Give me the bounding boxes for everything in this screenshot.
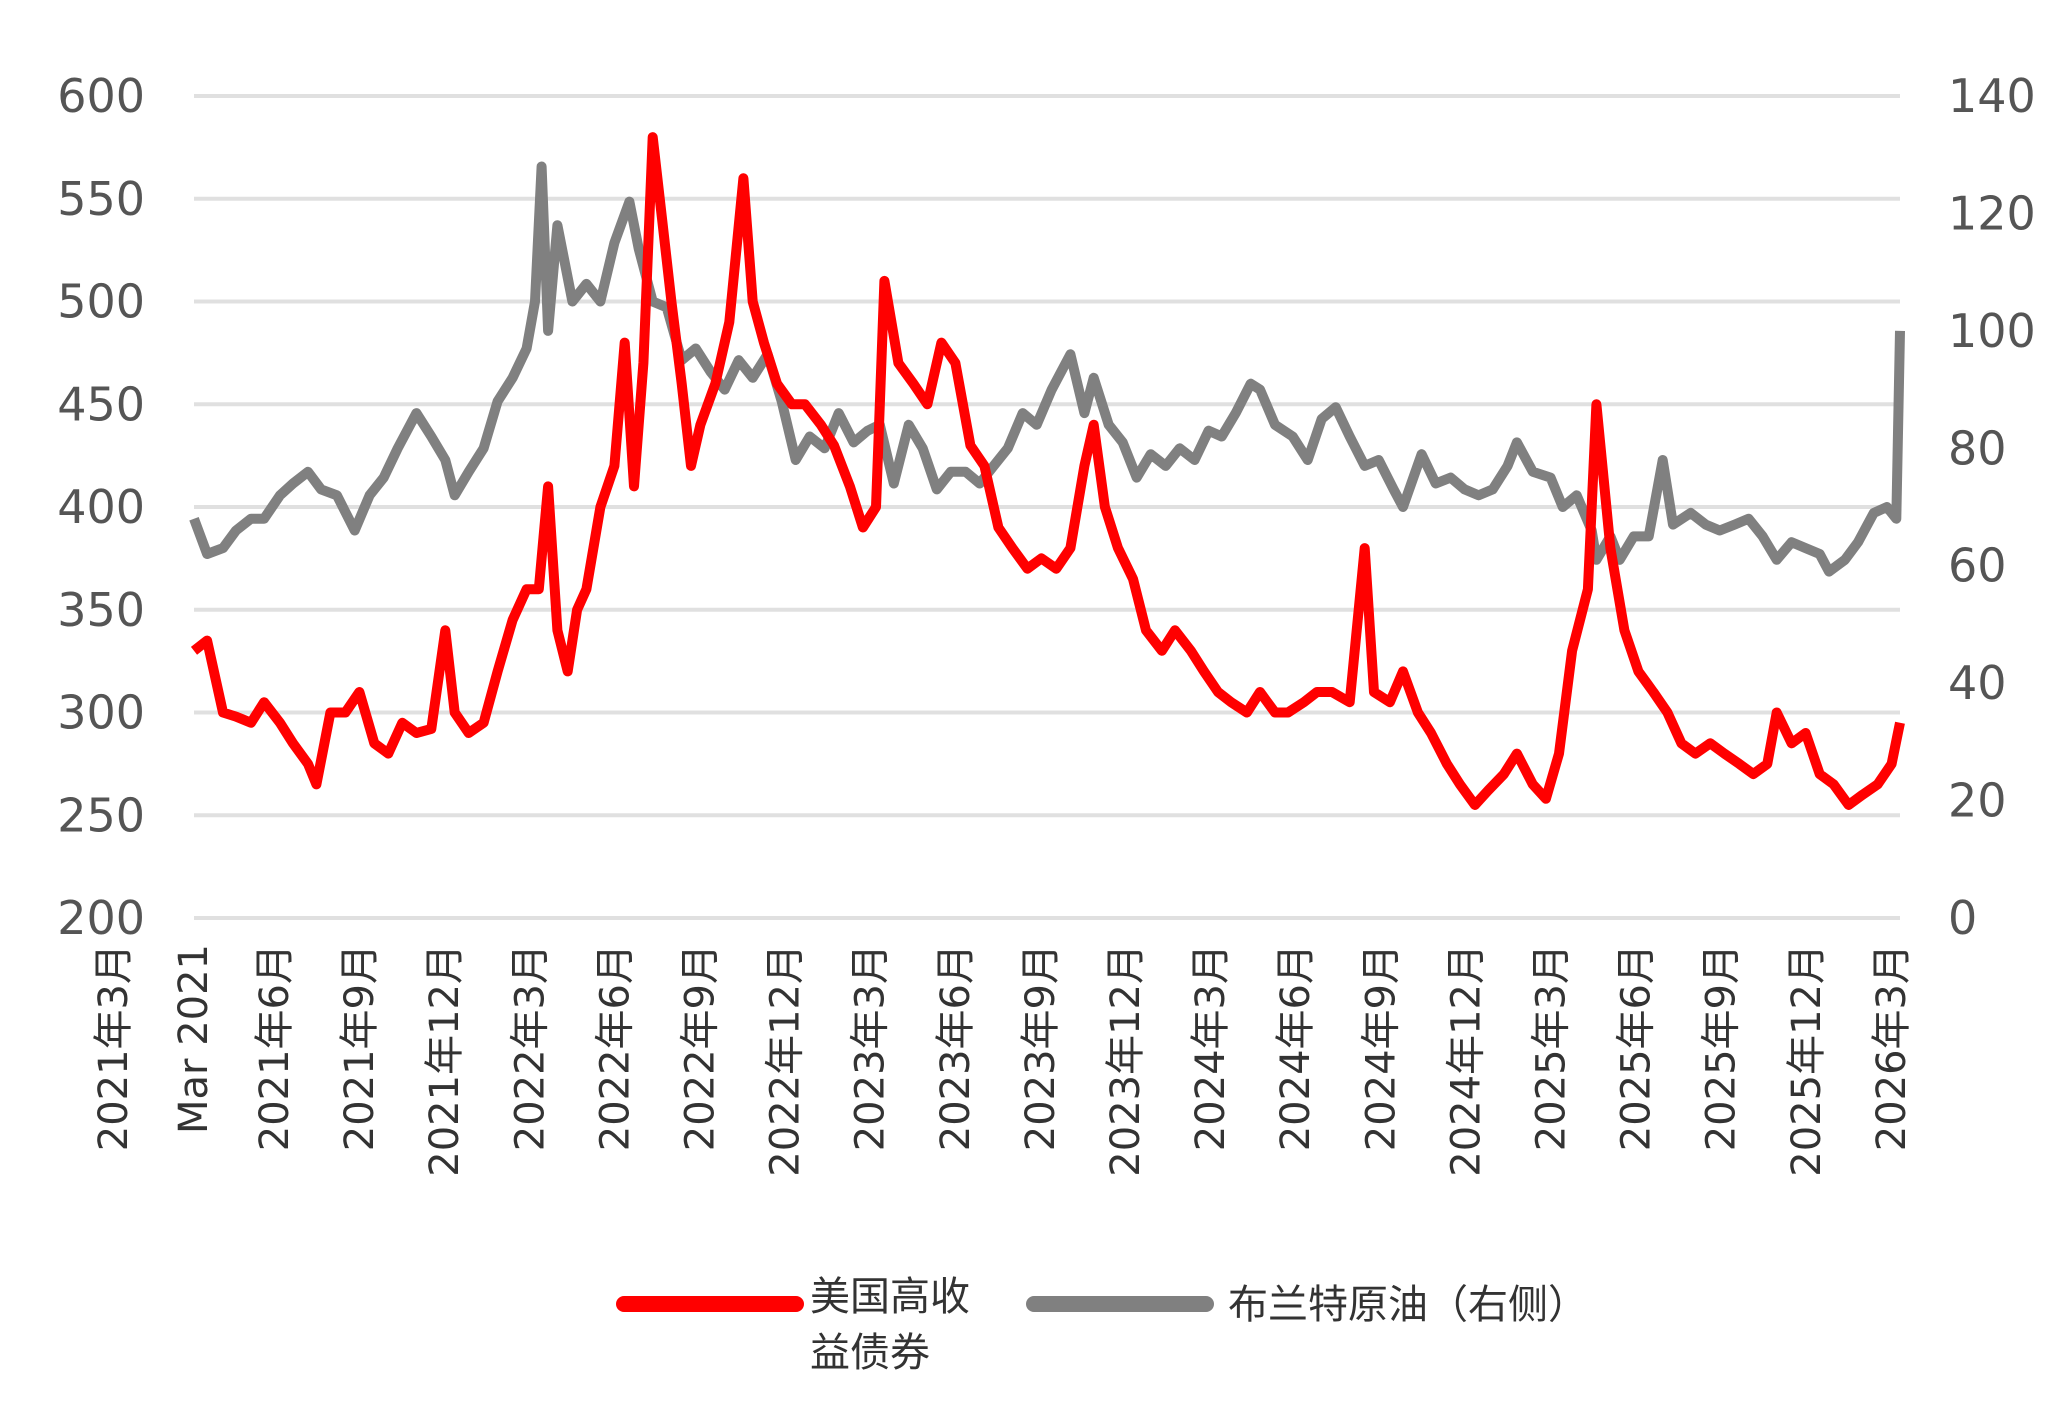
x-tick-label: 2022年12月 xyxy=(763,944,809,1177)
x-tick-label: 2021年6月 xyxy=(252,944,298,1151)
left-y-axis: 200 250 300 350 400 450 500 550 600 xyxy=(57,69,145,945)
legend-label-high-yield-line2: 益债券 xyxy=(810,1330,930,1376)
x-tick-label: 2022年9月 xyxy=(678,944,724,1151)
y-right-tick-label: 100 xyxy=(1948,304,2036,358)
x-tick-label: 2021年3月 xyxy=(91,944,137,1151)
legend: 美国高收 益债券 布兰特原油（右侧） xyxy=(616,1274,1588,1376)
series-line-high-yield xyxy=(190,132,1905,810)
y-left-tick-label: 500 xyxy=(57,275,145,329)
right-y-axis: 0 20 40 60 80 100 120 140 xyxy=(1948,69,2036,945)
x-tick-label: 2022年6月 xyxy=(592,944,638,1151)
y-left-tick-label: 400 xyxy=(57,480,145,534)
x-tick-label: 2021年12月 xyxy=(422,944,468,1177)
y-left-tick-label: 200 xyxy=(57,891,145,945)
x-tick-label: 2023年9月 xyxy=(1018,944,1064,1151)
y-left-tick-label: 300 xyxy=(57,686,145,740)
x-tick-label: 2023年3月 xyxy=(848,944,894,1151)
y-left-tick-label: 350 xyxy=(57,583,145,637)
x-tick-label: 2025年12月 xyxy=(1784,944,1830,1177)
x-tick-label: 2024年12月 xyxy=(1443,944,1489,1177)
x-tick-label: 2023年12月 xyxy=(1103,944,1149,1177)
series-lines xyxy=(189,132,1905,810)
x-tick-label: 2024年3月 xyxy=(1188,944,1234,1151)
y-left-tick-label: 600 xyxy=(57,69,145,123)
y-left-tick-label: 250 xyxy=(57,788,145,842)
y-right-tick-label: 0 xyxy=(1948,891,1977,945)
y-left-tick-label: 550 xyxy=(57,172,145,226)
legend-label-high-yield-line1: 美国高收 xyxy=(810,1274,970,1320)
gridlines xyxy=(194,94,1900,920)
x-tick-label: 2021年9月 xyxy=(337,944,383,1151)
x-tick-label: Mar 2021 xyxy=(171,944,217,1134)
x-tick-label: 2025年3月 xyxy=(1529,944,1575,1151)
x-tick-label: 2022年3月 xyxy=(507,944,553,1151)
y-right-tick-label: 80 xyxy=(1948,421,2007,475)
x-tick-label: 2023年6月 xyxy=(933,944,979,1151)
x-axis: 2021年3月 Mar 2021 2021年6月 2021年9月 2021年12月 202… xyxy=(91,944,1915,1177)
x-tick-label: 2024年9月 xyxy=(1358,944,1404,1151)
y-left-tick-label: 450 xyxy=(57,377,145,431)
y-right-tick-label: 140 xyxy=(1948,69,2036,123)
x-tick-label: 2024年6月 xyxy=(1273,944,1319,1151)
y-right-tick-label: 120 xyxy=(1948,186,2036,240)
x-tick-label: 2025年6月 xyxy=(1614,944,1660,1151)
y-right-tick-label: 60 xyxy=(1948,539,2007,593)
y-right-tick-label: 40 xyxy=(1948,656,2007,710)
series-line-brent xyxy=(189,161,1905,577)
legend-label-brent: 布兰特原油（右侧） xyxy=(1228,1282,1588,1328)
x-tick-label: 2026年3月 xyxy=(1869,944,1915,1151)
y-right-tick-label: 20 xyxy=(1948,774,2007,828)
x-tick-label: 2025年9月 xyxy=(1699,944,1745,1151)
